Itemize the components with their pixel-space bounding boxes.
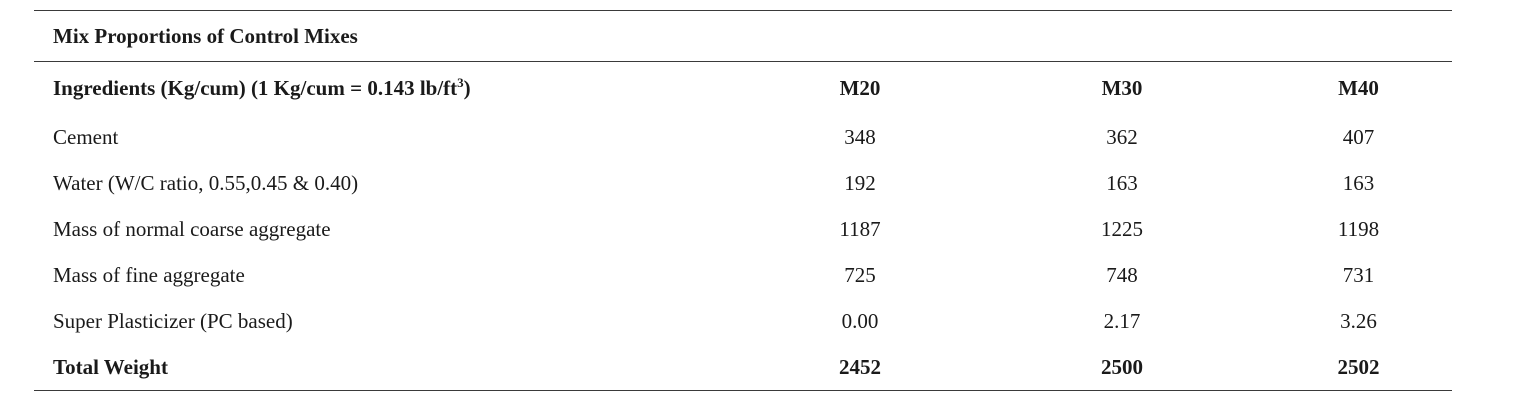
row-label: Mass of fine aggregate bbox=[53, 262, 245, 287]
cell-m20: 725 bbox=[844, 262, 876, 287]
cell-m40: 3.26 bbox=[1340, 308, 1377, 333]
top-rule bbox=[34, 10, 1452, 11]
mix-proportions-table: Mix Proportions of Control Mixes Ingredi… bbox=[34, 10, 1452, 391]
header-ingredients-text: Ingredients (Kg/cum) (1 Kg/cum = 0.143 l… bbox=[53, 75, 458, 100]
table-caption: Mix Proportions of Control Mixes bbox=[53, 23, 358, 48]
cell-m20: 0.00 bbox=[841, 308, 879, 333]
total-m40: 2502 bbox=[1337, 354, 1380, 379]
header-m30: M30 bbox=[1101, 75, 1143, 100]
cell-m40: 1198 bbox=[1337, 216, 1380, 241]
header-ingredients: Ingredients (Kg/cum) (1 Kg/cum = 0.143 l… bbox=[34, 62, 741, 114]
cell-m30: 362 bbox=[1106, 124, 1138, 149]
cell-m30: 748 bbox=[1106, 262, 1138, 287]
total-m20: 2452 bbox=[839, 354, 881, 379]
header-ingredients-end: ) bbox=[463, 75, 471, 100]
header-m40: M40 bbox=[1338, 75, 1379, 100]
row-label: Mass of normal coarse aggregate bbox=[53, 216, 331, 241]
cell-m40: 163 bbox=[1342, 170, 1375, 195]
bottom-rule bbox=[34, 390, 1452, 391]
table-row: Mass of fine aggregate 725 748 731 bbox=[34, 252, 1452, 298]
cell-m40: 731 bbox=[1342, 262, 1375, 287]
row-label: Super Plasticizer (PC based) bbox=[53, 308, 293, 333]
caption-rule bbox=[34, 61, 1452, 62]
table-row: Mass of normal coarse aggregate 1187 122… bbox=[34, 206, 1452, 252]
data-table: Ingredients (Kg/cum) (1 Kg/cum = 0.143 l… bbox=[34, 62, 1452, 390]
total-label: Total Weight bbox=[53, 354, 168, 379]
header-row: Ingredients (Kg/cum) (1 Kg/cum = 0.143 l… bbox=[34, 62, 1452, 114]
table-row: Cement 348 362 407 bbox=[34, 114, 1452, 160]
cell-m30: 1225 bbox=[1101, 216, 1143, 241]
cell-m30: 2.17 bbox=[1103, 308, 1141, 333]
row-label: Water (W/C ratio, 0.55,0.45 & 0.40) bbox=[53, 170, 359, 195]
cell-m20: 348 bbox=[844, 124, 876, 149]
table-row: Super Plasticizer (PC based) 0.00 2.17 3… bbox=[34, 298, 1452, 344]
cell-m20: 192 bbox=[844, 170, 876, 195]
cell-m40: 407 bbox=[1342, 124, 1375, 149]
total-row: Total Weight 2452 2500 2502 bbox=[34, 344, 1452, 390]
cell-m30: 163 bbox=[1106, 170, 1138, 195]
row-label: Cement bbox=[53, 124, 119, 149]
total-m30: 2500 bbox=[1101, 354, 1143, 379]
cell-m20: 1187 bbox=[839, 216, 881, 241]
header-superscript: 3 bbox=[457, 74, 464, 90]
header-m20: M20 bbox=[839, 75, 881, 100]
table-row: Water (W/C ratio, 0.55,0.45 & 0.40) 192 … bbox=[34, 160, 1452, 206]
